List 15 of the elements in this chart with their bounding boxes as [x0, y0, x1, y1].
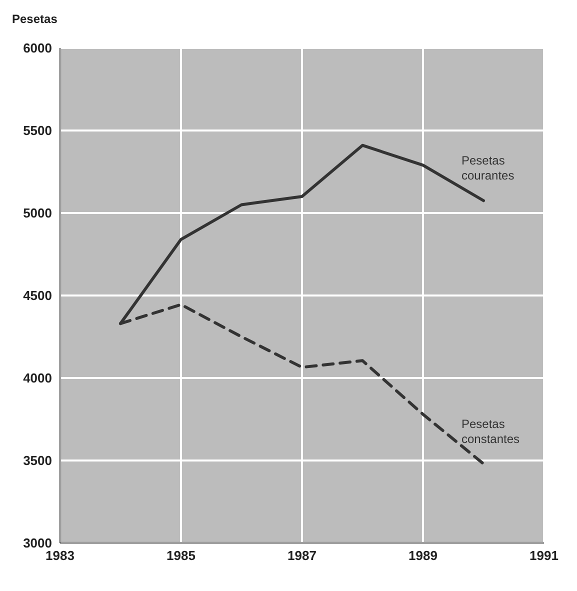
x-tick-label: 1985 — [166, 548, 196, 564]
y-tick-label: 5500 — [23, 123, 52, 138]
x-tick-label: 1989 — [408, 548, 438, 564]
y-tick-label: 3000 — [23, 536, 52, 551]
x-tick-label: 1991 — [530, 548, 558, 564]
series-label: Pesetas constantes — [462, 416, 520, 446]
y-tick-label: 5000 — [23, 206, 52, 221]
y-tick-label: 4000 — [23, 370, 52, 386]
x-tick-label: 1987 — [288, 548, 316, 564]
x-tick-label: 1983 — [46, 548, 74, 564]
y-tick-label: 3500 — [23, 453, 52, 468]
y-tick-label: 6000 — [23, 40, 52, 56]
y-axis-title: Pesetas — [12, 12, 58, 26]
y-tick-label: 4500 — [23, 288, 52, 304]
series-label: Pesetas courantes — [462, 154, 514, 183]
